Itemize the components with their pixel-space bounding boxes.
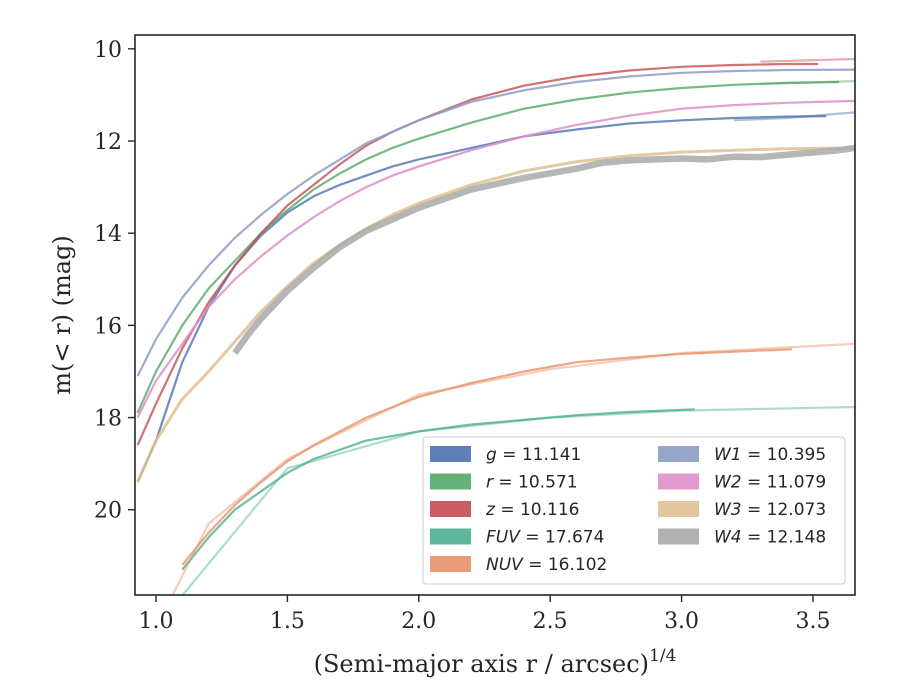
legend-label-w2: W2 = 11.079 [714,473,826,493]
legend-swatch-g [430,446,471,462]
y-tick-label: 20 [94,499,122,524]
plot-frame [134,34,856,596]
x-tick-label: 1.5 [270,609,305,634]
legend-label-z: z = 10.116 [485,500,579,520]
legend: g = 11.141 r = 10.571 z = 10.116 FUV = 17.6… [422,436,846,585]
x-tick-label: 2.0 [401,609,436,634]
y-tick-label: 16 [94,314,122,339]
legend-frame [422,436,846,585]
legend-label-r: r = 10.571 [486,473,578,493]
x-tick-label: 1.0 [139,609,174,634]
y-tick-label: 10 [94,38,122,63]
legend-swatch-w4 [658,528,699,545]
x-axis-title: (Semi-major axis r / arcsec)1/4 [314,646,677,678]
series-z-faded-line [760,57,855,63]
series-lines [136,57,855,595]
legend-swatch-w1 [658,446,699,462]
series-w4-line [232,144,855,355]
x-tick-label: 2.5 [533,609,568,634]
legend-swatch-w3 [658,501,699,517]
y-tick-label: 18 [94,407,122,432]
legend-label-w1: W1 = 10.395 [714,445,826,465]
series-g-line [136,115,827,483]
y-axis-ticks: 10 12 14 16 18 20 [94,38,135,524]
y-tick-label: 12 [94,130,122,155]
series-w1-line [136,68,855,377]
legend-swatch-z [430,501,471,517]
legend-label-g: g = 11.141 [486,445,581,465]
x-tick-label: 3.0 [664,609,699,634]
series-w2-line [136,99,855,419]
legend-swatch-nuv [430,556,471,572]
series-nuv-line [181,348,792,566]
legend-swatch-fuv [430,528,471,545]
series-g-faded-line [734,111,855,122]
x-tick-label: 3.5 [795,609,830,634]
series-fuv-line [181,408,695,571]
legend-swatch-r [430,473,471,490]
legend-label-nuv: NUV = 16.102 [486,555,607,575]
series-r-line [136,80,840,414]
legend-swatch-w2 [658,473,699,490]
y-axis-title: m(< r) (mag) [48,235,76,394]
series-fuv-faded-line [181,405,855,595]
legend-label-w4: W4 = 12.148 [714,528,826,548]
legend-label-fuv: FUV = 17.674 [486,528,604,548]
y-tick-label: 14 [94,222,122,247]
legend-label-w3: W3 = 12.073 [714,500,826,520]
x-axis-title-exponent: 1/4 [649,646,676,666]
x-axis-title-text: (Semi-major axis r / arcsec) [314,650,649,678]
x-axis-ticks: 1.0 1.5 2.0 2.5 3.0 3.5 [139,595,830,634]
